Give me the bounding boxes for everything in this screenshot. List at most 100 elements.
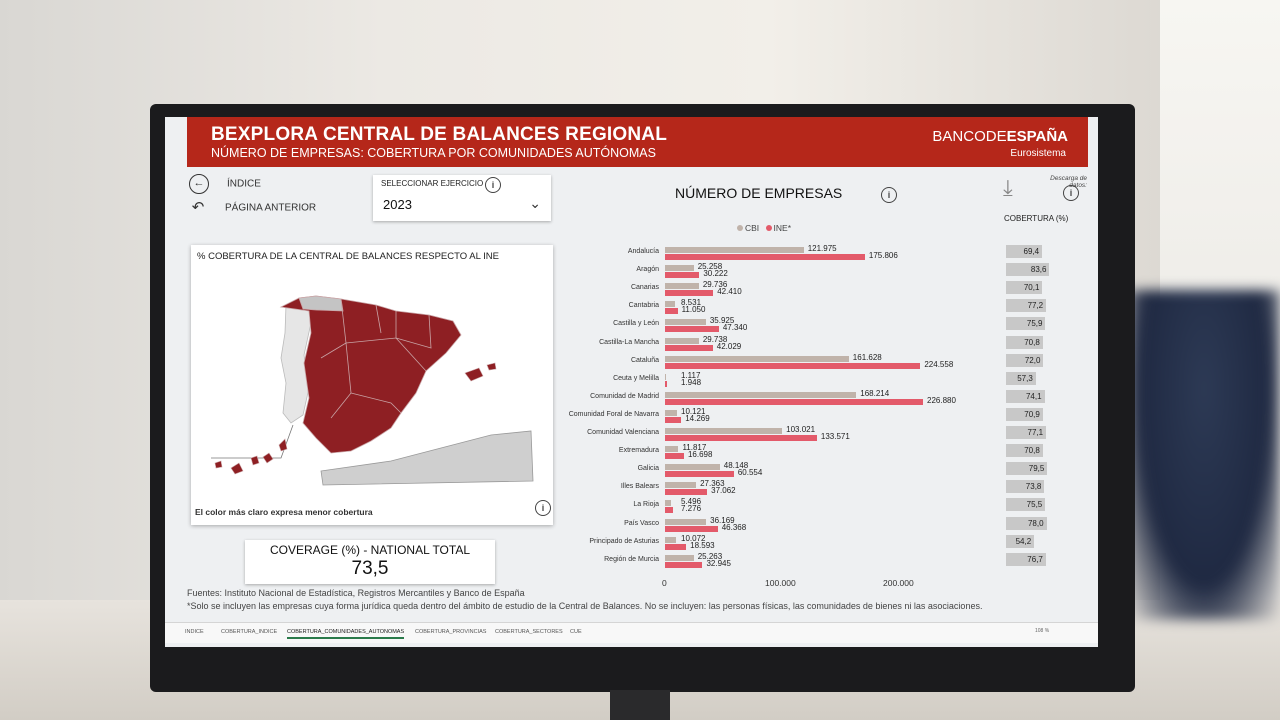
bar-value-label: 16.698 (687, 450, 713, 460)
bar-cbi[interactable] (665, 554, 694, 561)
bar-ine[interactable] (665, 380, 668, 387)
bar-ine[interactable] (665, 272, 700, 279)
bar-ine[interactable] (665, 398, 923, 405)
nav-back-link[interactable]: ↶ PÁGINA ANTERIOR (189, 199, 316, 217)
map-title: % COBERTURA DE LA CENTRAL DE BALANCES RE… (197, 251, 499, 262)
spain-map[interactable] (191, 263, 553, 513)
bar-value-label: 133.571 (820, 432, 850, 441)
bar-cbi[interactable] (665, 536, 677, 543)
bar-ine[interactable] (665, 435, 817, 441)
bar-ine[interactable] (665, 543, 687, 550)
bar-cbi[interactable] (665, 301, 675, 308)
category-label: Comunidad Foral de Navarra (568, 410, 659, 418)
bar-cbi[interactable] (665, 518, 707, 525)
bar-ine[interactable] (665, 525, 718, 532)
year-selector[interactable]: SELECCIONAR EJERCICIO i 2023 ⌄ (373, 175, 551, 221)
bank-logo-sub: Eurosistema (1010, 148, 1066, 159)
bar-cbi[interactable] (665, 391, 857, 398)
bar-ine[interactable] (665, 362, 921, 369)
category-label: Castilla-La Mancha (599, 338, 659, 346)
category-label: Castilla y León (613, 320, 659, 328)
background-person (1128, 290, 1280, 620)
tab-cobertura-indice[interactable]: COBERTURA_INDICE (221, 629, 278, 635)
bar-cbi[interactable] (665, 409, 677, 416)
coverage-cell: 76,7 (1006, 552, 1046, 566)
national-coverage-label: COVERAGE (%) - NATIONAL TOTAL (269, 543, 471, 557)
coverage-cell: 77,2 (1006, 299, 1047, 313)
info-icon[interactable]: i (485, 177, 501, 193)
bar-ine[interactable] (665, 326, 719, 333)
bar-value-label: 1.948 (681, 377, 702, 387)
bar-cbi[interactable] (665, 373, 667, 380)
bar-ine[interactable] (665, 453, 684, 460)
bar-value-label: 14.269 (685, 413, 710, 423)
category-label: Galicia (637, 465, 659, 473)
coverage-cell: 70,8 (1006, 335, 1043, 349)
year-selector-value: 2023 (383, 197, 412, 212)
bar-cbi[interactable] (665, 355, 849, 362)
bar-ine[interactable] (665, 507, 674, 514)
legend-ine-swatch (765, 225, 772, 231)
report-title: BEXPLORA CENTRAL DE BALANCES REGIONAL (211, 124, 668, 145)
bar-ine[interactable] (665, 308, 678, 315)
bar-ine[interactable] (665, 254, 865, 260)
coverage-cell: 78,0 (1006, 516, 1047, 530)
download-label: Descarga de datos: (1050, 175, 1087, 189)
bar-value-label: 8.531 (681, 298, 702, 308)
bar-cbi[interactable] (665, 446, 679, 453)
bar-value-label: 27.363 (700, 479, 725, 489)
zoom-level[interactable]: 108 % (1035, 628, 1050, 634)
coverage-cell: 69,4 (1006, 245, 1043, 258)
tab-cue[interactable]: CUE (570, 629, 582, 635)
bar-ine[interactable] (665, 489, 708, 496)
nav-index-link[interactable]: ← ÍNDICE (189, 174, 261, 194)
bar-cbi[interactable] (665, 283, 699, 290)
coverage-header: COBERTURA (%) (1004, 214, 1069, 223)
bar-value-label: 25.258 (697, 262, 723, 272)
bar-cbi[interactable] (665, 319, 706, 326)
bar-cbi[interactable] (665, 265, 694, 272)
bar-ine[interactable] (665, 416, 682, 423)
x-tick-label: 200.000 (883, 578, 914, 588)
bar-cbi[interactable] (665, 500, 672, 507)
bar-cbi[interactable] (665, 337, 699, 344)
download-section[interactable]: ⤓ Descarga de datos: i (1003, 175, 1087, 201)
download-icon[interactable]: ⤓ (1003, 175, 1013, 200)
category-label: Illes Balears (620, 483, 659, 491)
bar-value-label: 48.148 (723, 461, 749, 471)
info-icon[interactable]: i (535, 500, 551, 516)
category-label: La Rioja (633, 501, 659, 509)
bar-ine[interactable] (665, 344, 713, 351)
coverage-cell: 70,8 (1006, 444, 1043, 458)
bar-value-label: 103.021 (786, 425, 816, 434)
coverage-cell: 77,1 (1006, 426, 1047, 439)
chevron-down-icon: ⌄ (529, 195, 541, 211)
bar-ine[interactable] (665, 561, 703, 568)
bar-value-label: 121.975 (807, 244, 837, 253)
bank-logo: BANCODEESPAÑA (932, 128, 1068, 145)
bar-ine[interactable] (665, 471, 734, 478)
arrow-left-circle-icon: ← (189, 174, 209, 194)
coverage-cell: 75,9 (1006, 317, 1046, 331)
info-icon[interactable]: i (881, 187, 897, 203)
category-label: Región de Murcia (604, 555, 659, 563)
bar-value-label: 168.214 (860, 388, 890, 398)
category-label: Canarias (630, 284, 659, 292)
tab-indice[interactable]: INDICE (185, 629, 204, 635)
bar-ine[interactable] (665, 290, 714, 297)
tab-cobertura-comunidades[interactable]: COBERTURA_COMUNIDADES_AUTONOMAS (287, 629, 405, 639)
bar-value-label: 32.945 (706, 558, 731, 568)
region-borders (320, 298, 432, 419)
bar-cbi[interactable] (665, 464, 720, 471)
bar-cbi[interactable] (665, 247, 804, 253)
tab-cobertura-sectores[interactable]: COBERTURA_SECTORES (495, 629, 563, 635)
bar-value-label: 37.062 (711, 486, 736, 496)
tab-cobertura-provincias[interactable]: COBERTURA_PROVINCIAS (415, 629, 487, 635)
bar-cbi[interactable] (665, 428, 783, 434)
bar-cbi[interactable] (665, 482, 697, 489)
category-label: Comunidad de Madrid (590, 392, 659, 400)
bar-value-label: 7.276 (681, 504, 702, 514)
info-icon[interactable]: i (1063, 185, 1079, 201)
year-selector-label: SELECCIONAR EJERCICIO (381, 179, 484, 188)
bar-value-label: 224.558 (924, 359, 954, 369)
